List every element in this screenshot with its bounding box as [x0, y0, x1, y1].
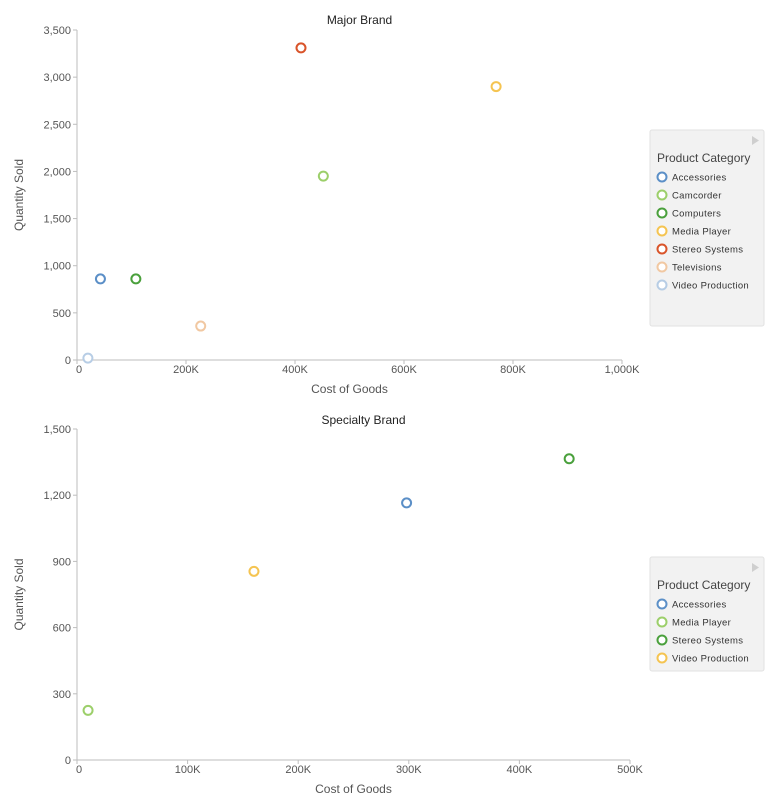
- y-tick-label: 1,500: [43, 424, 71, 436]
- data-point-stereo-systems[interactable]: [295, 42, 307, 54]
- legend-item[interactable]: Video Production: [656, 652, 749, 665]
- x-tick-label: 600K: [391, 364, 417, 376]
- data-point-stereo-systems[interactable]: [563, 453, 575, 465]
- chart-panel-1: Specialty Brand 0 300 600 900 1,200 1,500 0 100K…: [12, 413, 765, 796]
- legend-item-label: Accessories: [672, 600, 727, 611]
- legend-marker: [656, 189, 668, 201]
- legend-item-label: Televisions: [672, 263, 722, 274]
- x-axis-label: Cost of Goods: [311, 382, 388, 396]
- y-tick-label: 0: [65, 755, 71, 767]
- x-tick-label: 800K: [500, 364, 526, 376]
- legend-item[interactable]: Televisions: [656, 261, 722, 274]
- legend-item-label: Stereo Systems: [672, 636, 743, 647]
- legend-marker: [656, 225, 668, 237]
- y-tick-label: 500: [53, 308, 71, 320]
- legend-marker: [656, 652, 668, 664]
- legend-expand-arrow-icon[interactable]: [752, 563, 759, 572]
- x-tick-label: 200K: [285, 764, 311, 776]
- legend-item[interactable]: Camcorder: [656, 189, 722, 202]
- y-tick-label: 300: [53, 689, 71, 701]
- x-axis-label: Cost of Goods: [315, 782, 392, 796]
- y-tick-label: 600: [53, 623, 71, 635]
- legend-marker: [656, 634, 668, 646]
- data-point-video-production[interactable]: [82, 352, 94, 364]
- legend-item-label: Camcorder: [672, 191, 722, 202]
- legend-title: Product Category: [657, 578, 750, 592]
- legend: Product Category Accessories Camcorder Comp…: [649, 129, 765, 327]
- chart-title: Specialty Brand: [321, 413, 405, 427]
- legend-marker: [656, 243, 668, 255]
- legend-item-label: Media Player: [672, 227, 731, 238]
- x-tick-label: 500K: [617, 764, 643, 776]
- legend-item-label: Accessories: [672, 173, 727, 184]
- data-point-accessories[interactable]: [94, 273, 106, 285]
- legend-item[interactable]: Stereo Systems: [656, 243, 744, 256]
- legend-box: [649, 556, 765, 672]
- legend-item-label: Computers: [672, 209, 721, 220]
- y-tick-label: 2,500: [43, 119, 71, 131]
- legend-marker: [656, 261, 668, 273]
- x-tick-label: 0: [76, 364, 82, 376]
- y-tick-label: 0: [65, 355, 71, 367]
- legend-item-label: Media Player: [672, 618, 731, 629]
- legend-item[interactable]: Media Player: [656, 225, 732, 238]
- y-tick-label: 1,000: [43, 261, 71, 273]
- legend-expand-arrow-icon[interactable]: [752, 136, 759, 145]
- y-tick-label: 3,500: [43, 25, 71, 37]
- chart-title: Major Brand: [327, 13, 392, 27]
- legend-marker: [656, 616, 668, 628]
- legend-item[interactable]: Stereo Systems: [656, 634, 744, 647]
- x-tick-label: 400K: [507, 764, 533, 776]
- y-tick-label: 2,000: [43, 166, 71, 178]
- legend-box: [649, 129, 765, 327]
- legend-marker: [656, 279, 668, 291]
- legend-item[interactable]: Video Production: [656, 279, 749, 292]
- legend-marker: [656, 171, 668, 183]
- legend-item[interactable]: Accessories: [656, 598, 727, 611]
- y-tick-label: 3,000: [43, 72, 71, 84]
- legend-title: Product Category: [657, 151, 750, 165]
- legend-item-label: Video Production: [672, 654, 749, 665]
- data-point-accessories[interactable]: [401, 497, 413, 509]
- data-point-camcorder[interactable]: [317, 170, 329, 182]
- legend-item[interactable]: Accessories: [656, 171, 727, 184]
- y-tick-label: 1,500: [43, 214, 71, 226]
- data-point-televisions[interactable]: [195, 320, 207, 332]
- legend-item[interactable]: Media Player: [656, 616, 732, 629]
- legend-marker: [656, 207, 668, 219]
- y-tick-label: 900: [53, 556, 71, 568]
- y-axis-label: Quantity Sold: [12, 558, 26, 630]
- legend-item-label: Video Production: [672, 281, 749, 292]
- x-tick-label: 0: [76, 764, 82, 776]
- data-point-video-production[interactable]: [248, 565, 260, 577]
- x-tick-label: 100K: [175, 764, 201, 776]
- x-tick-label: 300K: [396, 764, 422, 776]
- y-axis-label: Quantity Sold: [12, 159, 26, 231]
- data-point-media-player[interactable]: [82, 704, 94, 716]
- x-tick-label: 200K: [173, 364, 199, 376]
- legend: Product Category Accessories Media Player S…: [649, 556, 765, 672]
- legend-item[interactable]: Computers: [656, 207, 722, 220]
- data-point-computers[interactable]: [130, 273, 142, 285]
- legend-item-label: Stereo Systems: [672, 245, 743, 256]
- chart-panel-0: Major Brand 0 500 1,000 1,500 2,000 2,500 3,000…: [12, 13, 765, 396]
- x-tick-label: 1,000K: [605, 364, 641, 376]
- x-tick-label: 400K: [282, 364, 308, 376]
- y-tick-label: 1,200: [43, 490, 71, 502]
- legend-marker: [656, 598, 668, 610]
- data-point-media-player[interactable]: [490, 81, 502, 93]
